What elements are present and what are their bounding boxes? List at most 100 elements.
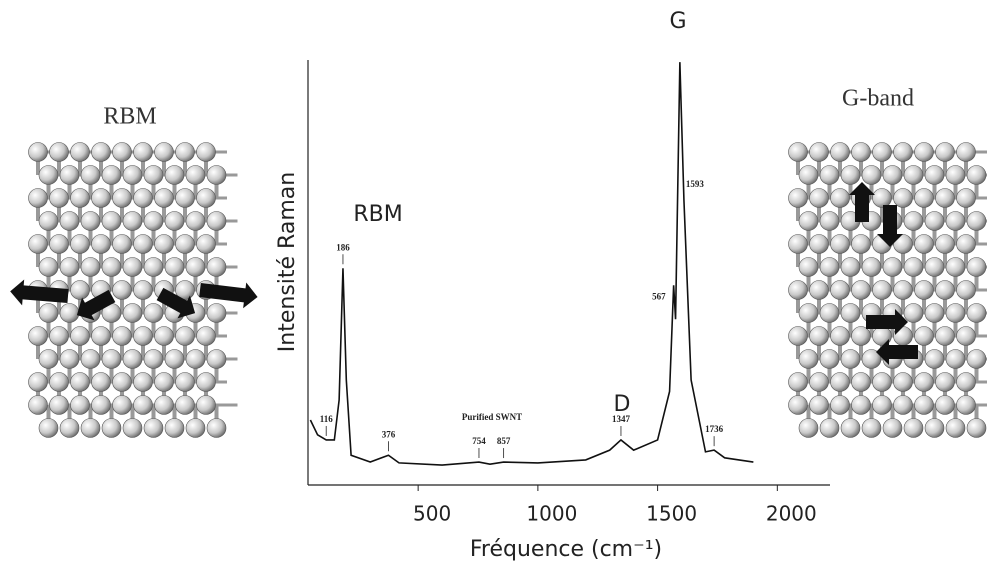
atom <box>830 326 850 346</box>
atom <box>861 165 882 185</box>
atom <box>809 280 829 300</box>
atom <box>840 165 861 185</box>
atom <box>830 395 850 415</box>
atom <box>903 211 924 231</box>
atom <box>945 303 966 323</box>
atom <box>206 165 227 185</box>
atom <box>935 142 955 162</box>
atom <box>70 326 90 346</box>
atom <box>903 257 924 277</box>
atom <box>101 165 122 185</box>
atom <box>809 395 829 415</box>
atom <box>830 280 850 300</box>
atom <box>101 211 122 231</box>
atom <box>143 349 164 369</box>
atom <box>788 372 808 392</box>
atom <box>924 257 945 277</box>
peak-label: 116 <box>320 414 334 424</box>
x-tick-label: 500 <box>413 502 451 526</box>
atom <box>91 395 111 415</box>
atom <box>935 188 955 208</box>
atom <box>91 142 111 162</box>
atom <box>91 188 111 208</box>
illustration-title: G-band <box>842 86 914 112</box>
arrow <box>10 279 69 306</box>
atom <box>196 234 216 254</box>
atom <box>956 372 976 392</box>
atom <box>809 372 829 392</box>
atom <box>945 211 966 231</box>
atom <box>809 188 829 208</box>
atom <box>945 418 966 438</box>
x-tick-label: 2000 <box>766 502 817 526</box>
atom <box>49 142 69 162</box>
atom <box>851 372 871 392</box>
atom <box>872 395 892 415</box>
atom <box>133 188 153 208</box>
atom <box>872 372 892 392</box>
atom <box>70 372 90 392</box>
atom <box>924 303 945 323</box>
atom <box>91 326 111 346</box>
atom <box>914 280 934 300</box>
atom <box>788 395 808 415</box>
atom <box>206 303 227 323</box>
illustrations <box>10 142 987 438</box>
atom <box>788 234 808 254</box>
atom <box>861 418 882 438</box>
arrow <box>156 287 196 319</box>
atom <box>28 142 48 162</box>
atom <box>70 395 90 415</box>
atom <box>840 349 861 369</box>
atom <box>945 165 966 185</box>
atom <box>798 165 819 185</box>
atom <box>49 188 69 208</box>
atom <box>924 418 945 438</box>
atom <box>59 303 80 323</box>
atom <box>903 303 924 323</box>
atom <box>154 188 174 208</box>
atom <box>914 188 934 208</box>
atom <box>59 165 80 185</box>
atom <box>924 165 945 185</box>
atom <box>914 142 934 162</box>
atom <box>893 280 913 300</box>
atom <box>830 234 850 254</box>
atom <box>122 257 143 277</box>
atom <box>70 234 90 254</box>
atom <box>91 234 111 254</box>
atom <box>143 303 164 323</box>
atom <box>112 280 132 300</box>
atom <box>872 142 892 162</box>
atom <box>28 372 48 392</box>
annotation: RBM <box>353 202 402 227</box>
atom <box>80 165 101 185</box>
atom <box>101 418 122 438</box>
atom <box>903 165 924 185</box>
atom <box>196 188 216 208</box>
atom <box>112 372 132 392</box>
atom <box>59 349 80 369</box>
atom <box>49 395 69 415</box>
atom <box>206 418 227 438</box>
peak-label: 754 <box>472 436 486 446</box>
atom <box>101 257 122 277</box>
atom <box>956 280 976 300</box>
atom <box>196 142 216 162</box>
atom <box>175 395 195 415</box>
atom <box>882 418 903 438</box>
atom <box>882 165 903 185</box>
atom <box>122 418 143 438</box>
atom <box>122 303 143 323</box>
atom <box>175 372 195 392</box>
atom <box>80 257 101 277</box>
atom <box>38 303 59 323</box>
atom <box>893 188 913 208</box>
atom <box>112 326 132 346</box>
atom <box>49 234 69 254</box>
atom <box>788 326 808 346</box>
atom <box>38 211 59 231</box>
atom <box>91 372 111 392</box>
atom <box>164 349 185 369</box>
atom <box>164 165 185 185</box>
